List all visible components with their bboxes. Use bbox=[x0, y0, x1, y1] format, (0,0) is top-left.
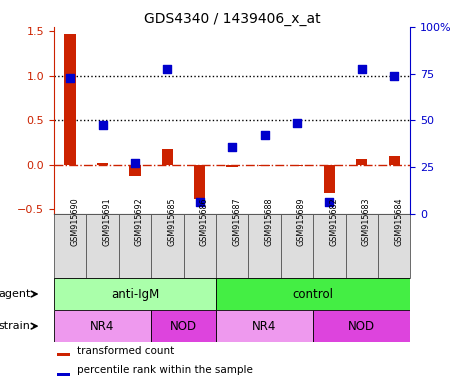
Text: NR4: NR4 bbox=[91, 319, 115, 333]
Bar bbox=[129, 165, 141, 176]
Bar bbox=[162, 149, 173, 165]
Point bbox=[390, 73, 398, 79]
Point bbox=[164, 66, 171, 72]
Point bbox=[325, 199, 333, 205]
Point bbox=[67, 74, 74, 81]
Point bbox=[228, 144, 236, 150]
Text: anti-IgM: anti-IgM bbox=[111, 288, 159, 301]
Bar bbox=[64, 34, 76, 165]
Point bbox=[261, 131, 268, 137]
Text: NOD: NOD bbox=[348, 319, 375, 333]
Bar bbox=[183, 214, 216, 278]
Bar bbox=[324, 165, 335, 193]
Text: NR4: NR4 bbox=[252, 319, 277, 333]
Text: percentile rank within the sample: percentile rank within the sample bbox=[77, 365, 253, 375]
Bar bbox=[388, 156, 400, 165]
Bar bbox=[356, 159, 367, 165]
Bar bbox=[97, 163, 108, 165]
Text: GSM915690: GSM915690 bbox=[70, 197, 79, 246]
Bar bbox=[58, 373, 70, 376]
Point bbox=[196, 199, 204, 205]
Bar bbox=[119, 214, 151, 278]
Bar bbox=[194, 165, 205, 199]
Bar bbox=[216, 278, 410, 310]
Text: GSM915687: GSM915687 bbox=[232, 197, 241, 246]
Text: GSM915692: GSM915692 bbox=[135, 197, 144, 246]
Point bbox=[131, 160, 139, 166]
Text: GSM915686: GSM915686 bbox=[200, 197, 209, 246]
Bar bbox=[291, 165, 303, 166]
Bar bbox=[216, 310, 313, 342]
Bar bbox=[216, 214, 249, 278]
Bar bbox=[313, 310, 410, 342]
Bar bbox=[151, 310, 216, 342]
Text: agent: agent bbox=[0, 289, 31, 299]
Text: GSM915685: GSM915685 bbox=[167, 197, 176, 246]
Bar bbox=[346, 214, 378, 278]
Text: control: control bbox=[293, 288, 333, 301]
Bar bbox=[54, 214, 86, 278]
Bar bbox=[58, 353, 70, 356]
Text: NOD: NOD bbox=[170, 319, 197, 333]
Point bbox=[99, 122, 106, 128]
Bar bbox=[227, 165, 238, 167]
Bar bbox=[86, 214, 119, 278]
Bar bbox=[313, 214, 346, 278]
Text: GSM915689: GSM915689 bbox=[297, 197, 306, 246]
Text: GSM915683: GSM915683 bbox=[362, 197, 371, 246]
Bar bbox=[259, 165, 270, 166]
Bar bbox=[151, 214, 183, 278]
Point bbox=[293, 120, 301, 126]
Bar bbox=[378, 214, 410, 278]
Text: GSM915691: GSM915691 bbox=[103, 197, 112, 246]
Text: transformed count: transformed count bbox=[77, 346, 174, 356]
Bar bbox=[249, 214, 281, 278]
Title: GDS4340 / 1439406_x_at: GDS4340 / 1439406_x_at bbox=[144, 12, 320, 26]
Text: GSM915684: GSM915684 bbox=[394, 197, 403, 246]
Text: strain: strain bbox=[0, 321, 31, 331]
Point bbox=[358, 66, 365, 72]
Text: GSM915688: GSM915688 bbox=[265, 197, 273, 246]
Bar bbox=[281, 214, 313, 278]
Bar bbox=[54, 310, 151, 342]
Text: GSM915682: GSM915682 bbox=[329, 197, 338, 246]
Bar bbox=[54, 278, 216, 310]
